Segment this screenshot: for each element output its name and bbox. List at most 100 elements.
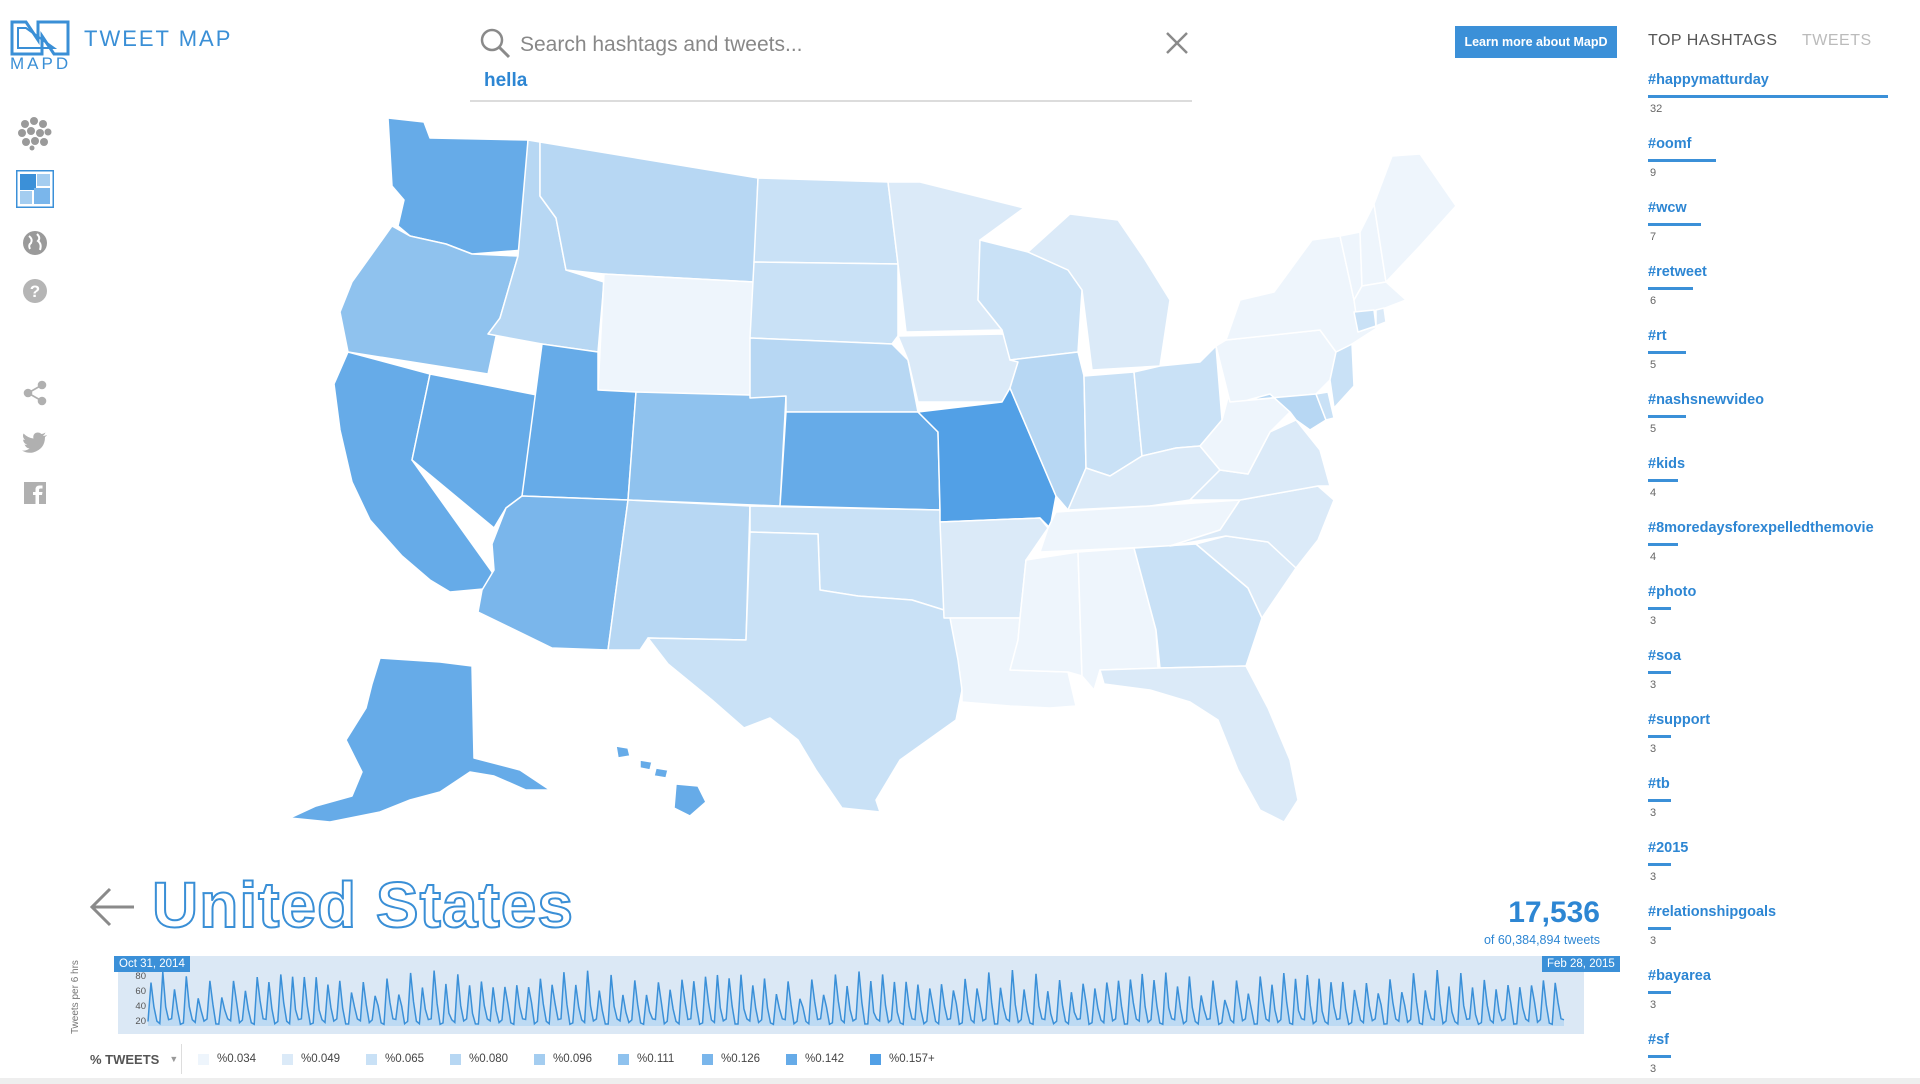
state-texas[interactable]: [647, 531, 963, 813]
state-kentucky[interactable]: [1067, 445, 1221, 511]
share-icon[interactable]: [16, 374, 54, 412]
timeline-line: [147, 970, 1565, 1026]
hashtag-item[interactable]: #relationshipgoals 3: [1648, 904, 1912, 964]
active-search-term[interactable]: hella: [484, 70, 528, 91]
state-florida[interactable]: [1099, 665, 1299, 823]
hashtag-count-bar: [1648, 735, 1671, 738]
hashtag-name[interactable]: #nashsnewvideo: [1648, 392, 1765, 408]
hashtag-name[interactable]: #bayarea: [1648, 968, 1711, 984]
metric-dropdown[interactable]: % TWEETS ▼: [76, 1044, 182, 1074]
sidebar-tabs: TOP HASHTAGS TWEETS: [1648, 32, 1908, 54]
hashtag-item[interactable]: #2015 3: [1648, 840, 1912, 900]
hashtag-name[interactable]: #8moredaysforexpelledthemovie: [1648, 520, 1874, 536]
hashtag-count-bar: [1648, 927, 1671, 930]
search-input[interactable]: [520, 30, 1100, 60]
globe-icon[interactable]: [16, 224, 54, 262]
state-pennsylvania[interactable]: [1215, 329, 1337, 403]
hashtag-count-bar: [1648, 159, 1716, 162]
hashtag-name[interactable]: #retweet: [1648, 264, 1707, 280]
hashtag-name[interactable]: #wcw: [1648, 200, 1687, 216]
hashtag-item[interactable]: #bayarea 3: [1648, 968, 1912, 1028]
hashtag-item[interactable]: #oomf 9: [1648, 136, 1912, 196]
hashtag-name[interactable]: #tb: [1648, 776, 1670, 792]
legend-label: %0.142: [805, 1053, 845, 1065]
learn-more-button[interactable]: Learn more about MapD: [1455, 26, 1617, 58]
hashtag-item[interactable]: #kids 4: [1648, 456, 1912, 516]
search-icon[interactable]: [478, 26, 512, 60]
state-delaware[interactable]: [1315, 391, 1335, 421]
hashtag-name[interactable]: #relationshipgoals: [1648, 904, 1777, 920]
mapd-logo[interactable]: [8, 18, 72, 74]
legend-item: %0.142: [786, 1052, 844, 1066]
state-new-mexico[interactable]: [607, 499, 751, 651]
y-tick: 80: [135, 971, 146, 982]
back-arrow-icon[interactable]: [88, 884, 138, 930]
state-colorado[interactable]: [627, 391, 787, 507]
hashtag-name[interactable]: #sf: [1648, 1032, 1669, 1048]
state-iowa[interactable]: [897, 333, 1019, 403]
help-icon[interactable]: ?: [16, 272, 54, 310]
hashtag-count: 3: [1650, 807, 1657, 819]
state-alaska[interactable]: [289, 657, 551, 823]
hashtag-item[interactable]: #rt 5: [1648, 328, 1912, 388]
state-north-dakota[interactable]: [753, 177, 899, 265]
state-indiana[interactable]: [1083, 371, 1143, 477]
hashtag-item[interactable]: #happymatturday 32: [1648, 72, 1912, 132]
hashtag-item[interactable]: #8moredaysforexpelledthemovie 4: [1648, 520, 1912, 580]
hashtag-item[interactable]: #nashsnewvideo 5: [1648, 392, 1912, 452]
state-north-carolina[interactable]: [1169, 485, 1335, 569]
hashtag-name[interactable]: #soa: [1648, 648, 1682, 664]
hashtag-item[interactable]: #tb 3: [1648, 776, 1912, 836]
hashtag-item[interactable]: #support 3: [1648, 712, 1912, 772]
timeline-chart[interactable]: [118, 956, 1584, 1034]
hashtag-item[interactable]: #photo 3: [1648, 584, 1912, 644]
hashtag-name[interactable]: #kids: [1648, 456, 1686, 472]
hashtag-name[interactable]: #happymatturday: [1648, 72, 1769, 88]
state-missouri[interactable]: [917, 387, 1057, 529]
legend-item: %0.080: [450, 1052, 508, 1066]
hashtag-item[interactable]: #wcw 7: [1648, 200, 1912, 260]
hashtag-name[interactable]: #photo: [1648, 584, 1697, 600]
hashtag-count: 5: [1650, 423, 1657, 435]
legend-bar: % TWEETS ▼ %0.034 %0.049 %0.065 %0.080 %0.09…: [76, 1044, 1576, 1074]
hashtag-name[interactable]: #rt: [1648, 328, 1667, 344]
hashtag-name[interactable]: #oomf: [1648, 136, 1692, 152]
hashtag-count-bar: [1648, 479, 1678, 482]
hashtag-count-bar: [1648, 607, 1671, 610]
state-arizona[interactable]: [477, 495, 629, 651]
state-montana[interactable]: [539, 141, 759, 283]
state-hawaii[interactable]: [673, 783, 707, 817]
state-wyoming[interactable]: [597, 273, 755, 399]
hashtag-item[interactable]: #retweet 6: [1648, 264, 1912, 324]
state-rhode-island[interactable]: [1375, 307, 1387, 327]
facebook-icon[interactable]: [16, 474, 54, 512]
hashtag-count-bar: [1648, 671, 1671, 674]
hashtag-item[interactable]: #soa 3: [1648, 648, 1912, 708]
tab-top-hashtags[interactable]: TOP HASHTAGS: [1648, 32, 1778, 49]
us-choropleth-map[interactable]: [0, 0, 1620, 880]
hashtag-item[interactable]: #sf 3: [1648, 1032, 1912, 1084]
hashtag-count: 3: [1650, 743, 1657, 755]
timeline-start-date[interactable]: Oct 31, 2014: [114, 956, 190, 972]
state-maine[interactable]: [1373, 153, 1457, 283]
state-south-dakota[interactable]: [749, 261, 899, 345]
y-tick: 40: [135, 1001, 146, 1012]
state-hawaii-islands[interactable]: [615, 745, 669, 779]
chevron-down-icon: ▼: [169, 1054, 179, 1064]
state-kansas[interactable]: [779, 411, 941, 511]
state-michigan[interactable]: [1027, 213, 1171, 371]
heatmap-dots-icon[interactable]: [16, 114, 54, 152]
legend-label: %0.034: [217, 1053, 257, 1065]
legend-label: %0.096: [553, 1053, 593, 1065]
choropleth-grid-icon[interactable]: [16, 170, 54, 208]
timeline-end-date[interactable]: Feb 28, 2015: [1542, 956, 1620, 972]
hashtag-name[interactable]: #support: [1648, 712, 1711, 728]
mapd-logo-icon: [10, 20, 70, 56]
app-title[interactable]: TWEET MAP: [84, 26, 233, 51]
legend-item: %0.065: [366, 1052, 424, 1066]
hashtag-name[interactable]: #2015: [1648, 840, 1689, 856]
close-icon[interactable]: [1160, 26, 1194, 60]
state-washington[interactable]: [387, 117, 529, 255]
twitter-icon[interactable]: [16, 424, 54, 462]
tab-tweets[interactable]: TWEETS: [1802, 32, 1872, 49]
